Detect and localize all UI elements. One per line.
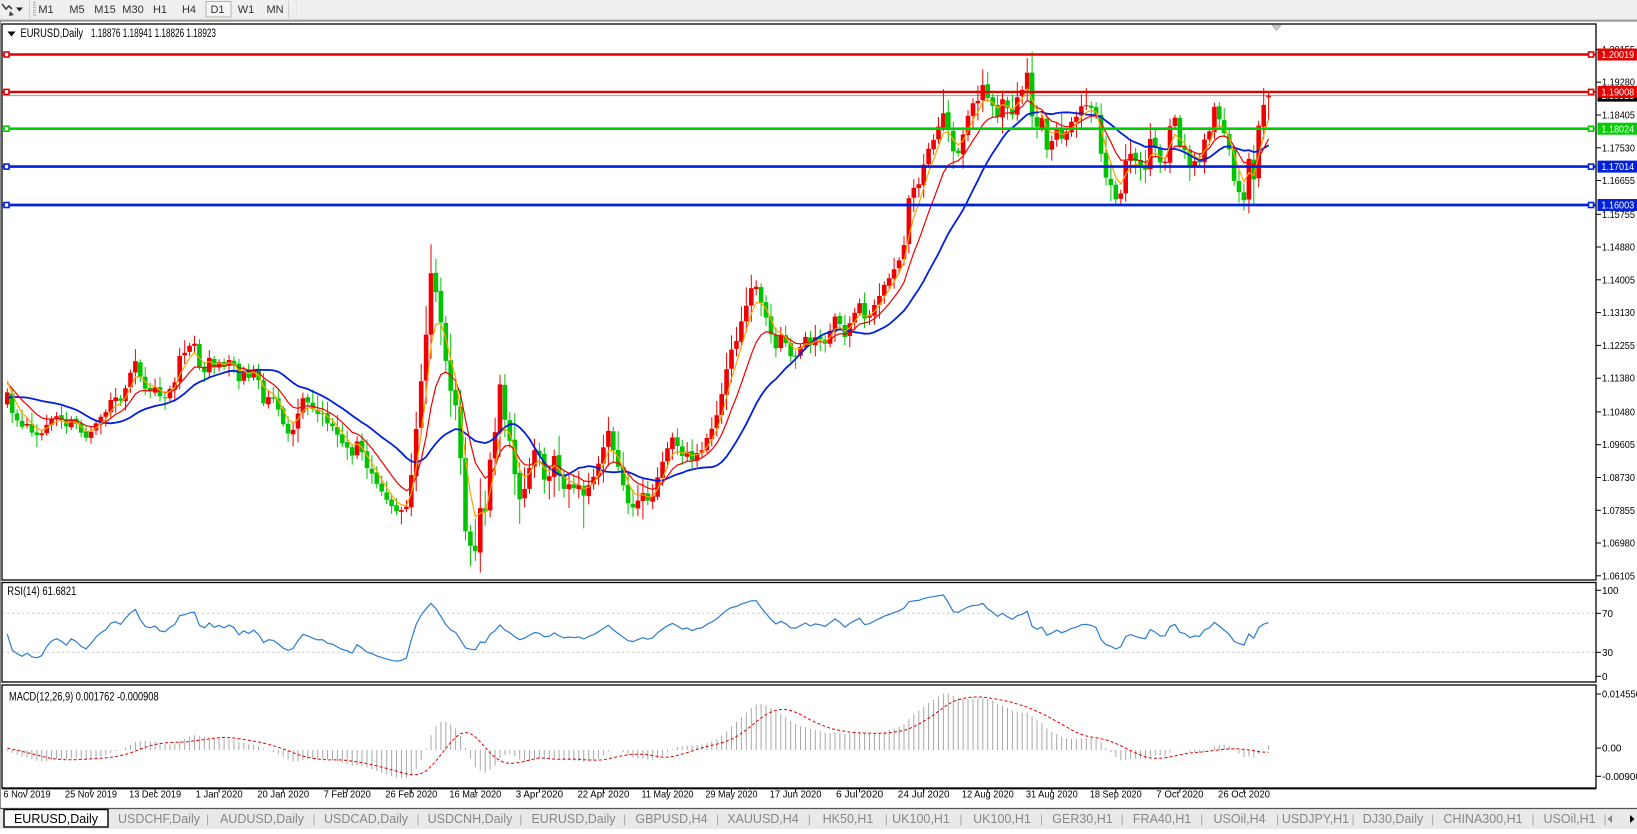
svg-text:3 Apr 2020: 3 Apr 2020 [516, 790, 564, 801]
svg-text:|: | [1531, 812, 1534, 826]
svg-text:1.09605: 1.09605 [1602, 440, 1635, 451]
svg-text:1.14880: 1.14880 [1602, 243, 1635, 254]
svg-text:26 Oct 2020: 26 Oct 2020 [1218, 790, 1270, 801]
svg-text:1.17014: 1.17014 [1601, 162, 1634, 173]
svg-text:1.06105: 1.06105 [1602, 571, 1635, 582]
svg-text:|: | [1040, 812, 1043, 826]
svg-text:13 Dec 2019: 13 Dec 2019 [129, 790, 181, 801]
svg-text:MACD(12,26,9) 0.001762 -0.0009: MACD(12,26,9) 0.001762 -0.000908 [9, 692, 159, 704]
svg-text:22 Apr 2020: 22 Apr 2020 [577, 790, 629, 801]
svg-text:|: | [1276, 812, 1279, 826]
svg-text:0.014556: 0.014556 [1602, 690, 1637, 701]
svg-text:DJ30,Daily: DJ30,Daily [1363, 812, 1424, 826]
svg-text:11 May 2020: 11 May 2020 [642, 790, 694, 801]
svg-text:12 Aug 2020: 12 Aug 2020 [962, 790, 1014, 801]
svg-text:6 Nov 2019: 6 Nov 2019 [3, 790, 51, 801]
svg-text:1.16003: 1.16003 [1601, 201, 1634, 212]
svg-text:M1: M1 [38, 4, 53, 16]
svg-text:W1: W1 [238, 4, 255, 16]
svg-text:USDCAD,Daily: USDCAD,Daily [324, 812, 409, 826]
svg-text:1.10480: 1.10480 [1602, 407, 1635, 418]
svg-text:|: | [1200, 812, 1203, 826]
svg-text:|: | [1603, 812, 1606, 826]
svg-text:D1: D1 [210, 4, 224, 16]
svg-text:1.18876 1.18941 1.18826 1.1892: 1.18876 1.18941 1.18826 1.18923 [91, 28, 216, 40]
svg-text:EURUSD,Daily: EURUSD,Daily [14, 812, 99, 826]
svg-text:|: | [808, 812, 811, 826]
svg-text:17 Jun 2020: 17 Jun 2020 [770, 790, 822, 801]
svg-text:|: | [716, 812, 719, 826]
svg-text:30: 30 [1602, 648, 1613, 659]
svg-text:1.11380: 1.11380 [1602, 374, 1635, 385]
svg-text:UK100,H1: UK100,H1 [973, 812, 1031, 826]
svg-text:7 Feb 2020: 7 Feb 2020 [324, 790, 372, 801]
svg-text:CHINA300,H1: CHINA300,H1 [1443, 812, 1522, 826]
svg-text:1.18405: 1.18405 [1602, 111, 1635, 122]
svg-text:EURUSD,Daily: EURUSD,Daily [531, 812, 616, 826]
svg-text:|: | [312, 812, 315, 826]
svg-text:|: | [623, 812, 626, 826]
svg-text:29 May 2020: 29 May 2020 [706, 790, 758, 801]
svg-text:1.18024: 1.18024 [1601, 124, 1634, 135]
svg-text:M5: M5 [69, 4, 84, 16]
svg-text:1.08730: 1.08730 [1602, 473, 1635, 484]
svg-text:USOil,H4: USOil,H4 [1213, 812, 1265, 826]
svg-text:0: 0 [1602, 672, 1608, 683]
svg-text:USDCNH,Daily: USDCNH,Daily [428, 812, 513, 826]
svg-text:31 Aug 2020: 31 Aug 2020 [1026, 790, 1078, 801]
svg-text:M30: M30 [122, 4, 143, 16]
svg-text:1.12255: 1.12255 [1602, 341, 1635, 352]
svg-text:26 Feb 2020: 26 Feb 2020 [385, 790, 437, 801]
svg-text:|: | [519, 812, 522, 826]
svg-text:|: | [959, 812, 962, 826]
svg-text:24 Jul 2020: 24 Jul 2020 [898, 790, 950, 801]
svg-text:|: | [416, 812, 419, 826]
svg-text:1.19008: 1.19008 [1601, 88, 1634, 99]
svg-text:1.20019: 1.20019 [1601, 50, 1634, 61]
svg-text:|: | [206, 812, 209, 826]
svg-text:USOil,H1: USOil,H1 [1543, 812, 1595, 826]
svg-text:USDCHF,Daily: USDCHF,Daily [118, 812, 201, 826]
svg-text:-0.00900: -0.00900 [1602, 772, 1637, 783]
svg-text:AUDUSD,Daily: AUDUSD,Daily [220, 812, 305, 826]
svg-text:GER30,H1: GER30,H1 [1052, 812, 1112, 826]
svg-text:1.17530: 1.17530 [1602, 143, 1635, 154]
svg-text:USDJPY,H1: USDJPY,H1 [1282, 812, 1349, 826]
svg-text:1.06980: 1.06980 [1602, 539, 1635, 550]
svg-text:18 Sep 2020: 18 Sep 2020 [1090, 790, 1142, 801]
svg-text:UK100,H1: UK100,H1 [892, 812, 950, 826]
svg-text:XAUUSD,H4: XAUUSD,H4 [727, 812, 799, 826]
svg-text:RSI(14) 61.6821: RSI(14) 61.6821 [7, 586, 76, 598]
svg-text:1.13130: 1.13130 [1602, 308, 1635, 319]
svg-text:GBPUSD,H4: GBPUSD,H4 [635, 812, 707, 826]
svg-text:1.14005: 1.14005 [1602, 275, 1635, 286]
svg-text:20 Jan 2020: 20 Jan 2020 [257, 790, 309, 801]
svg-text:0.00: 0.00 [1602, 744, 1622, 755]
svg-text:H1: H1 [153, 4, 167, 16]
svg-text:|: | [885, 812, 888, 826]
svg-text:70: 70 [1602, 609, 1613, 620]
svg-text:H4: H4 [182, 4, 196, 16]
svg-text:1 Jan 2020: 1 Jan 2020 [196, 790, 244, 801]
svg-text:7 Oct 2020: 7 Oct 2020 [1156, 790, 1204, 801]
svg-text:25 Nov 2019: 25 Nov 2019 [65, 790, 117, 801]
svg-text:M15: M15 [94, 4, 115, 16]
svg-text:EURUSD,Daily: EURUSD,Daily [21, 28, 84, 40]
svg-text:1.07855: 1.07855 [1602, 506, 1635, 517]
svg-text:|: | [1431, 812, 1434, 826]
svg-text:|: | [1121, 812, 1124, 826]
svg-text:16 Mar 2020: 16 Mar 2020 [449, 790, 501, 801]
svg-text:FRA40,H1: FRA40,H1 [1133, 812, 1191, 826]
svg-text:HK50,H1: HK50,H1 [823, 812, 874, 826]
svg-text:100: 100 [1602, 586, 1619, 597]
svg-text:MN: MN [266, 4, 283, 16]
svg-text:|: | [1351, 812, 1354, 826]
svg-text:6 Jul 2020: 6 Jul 2020 [836, 790, 884, 801]
svg-text:1.16655: 1.16655 [1602, 176, 1635, 187]
